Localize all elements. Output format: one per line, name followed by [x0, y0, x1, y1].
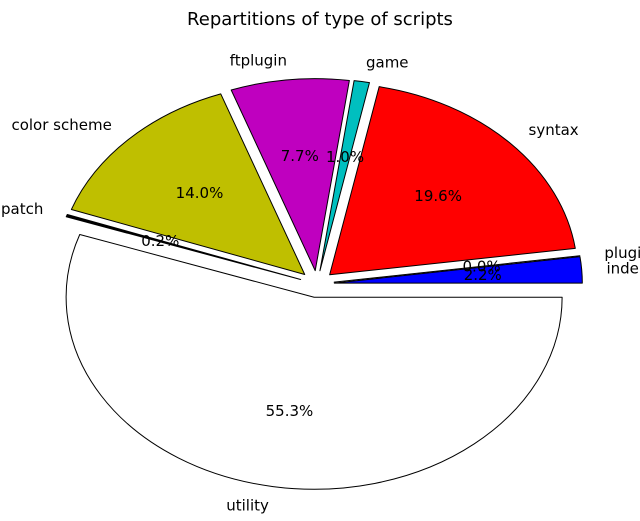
slice-utility [65, 233, 563, 490]
pct-label-indent: 2.2% [464, 266, 502, 284]
slice-label-game: game [366, 54, 409, 72]
slice-patch [65, 213, 302, 281]
pct-label-color-scheme: 14.0% [176, 184, 224, 202]
slice-plugin [333, 255, 581, 283]
slice-label-utility: utility [226, 497, 269, 515]
pct-label-ftplugin: 7.7% [281, 147, 319, 165]
slice-syntax [329, 86, 576, 276]
slice-label-color-scheme: color scheme [11, 116, 111, 134]
slice-label-indent: indent [606, 259, 640, 277]
slice-label-syntax: syntax [529, 121, 579, 139]
pie-slices [65, 78, 583, 490]
pct-label-patch: 0.2% [141, 232, 179, 250]
slice-color-scheme [70, 93, 306, 275]
slice-ftplugin [230, 78, 350, 272]
slice-label-ftplugin: ftplugin [230, 52, 287, 70]
pct-label-plugin: 0.0% [463, 257, 501, 275]
slice-label-patch: patch [1, 200, 43, 218]
chart-title: Repartitions of type of scripts [187, 9, 453, 30]
pct-label-syntax: 19.6% [414, 187, 462, 205]
pie-labels: 2.2% indent 0.0% plugin 19.6% syntax 1.0% game 7… [1, 52, 640, 515]
pct-label-utility: 55.3% [266, 402, 314, 420]
slice-game [319, 80, 370, 272]
slice-label-plugin: plugin [604, 244, 640, 262]
slice-indent [333, 256, 583, 284]
pct-label-game: 1.0% [326, 148, 364, 166]
